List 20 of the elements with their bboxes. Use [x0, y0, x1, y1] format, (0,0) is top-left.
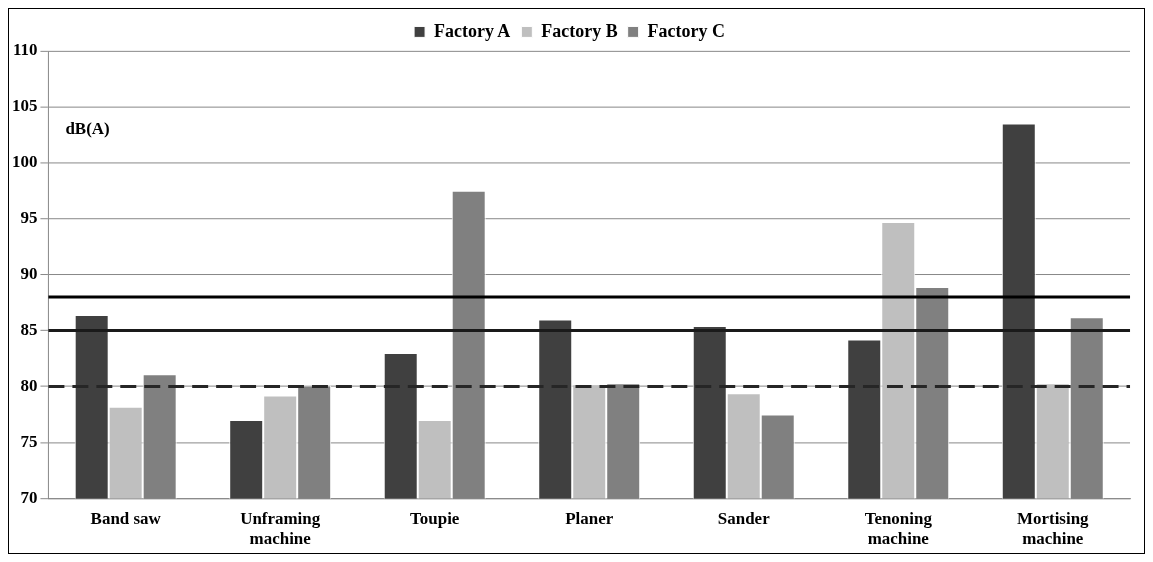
y-tick-label: 95 — [20, 208, 38, 228]
x-tick-label: Planer — [565, 508, 614, 528]
x-tick-label: Tenoning machine — [864, 508, 933, 549]
y-tick-label: 100 — [12, 152, 38, 172]
y-tick-label: 110 — [12, 40, 38, 60]
y-axis-title: dB(A) — [65, 118, 110, 138]
legend-label: Factory C — [647, 20, 725, 41]
legend-label: Factory B — [541, 20, 618, 41]
legend-label: Factory A — [434, 20, 511, 41]
x-tick-label: Unframing machine — [240, 508, 321, 549]
y-tick-label: 80 — [20, 375, 38, 395]
y-tick-label: 75 — [20, 431, 38, 451]
x-tick-label: Toupie — [410, 508, 460, 528]
x-tick-label: Sander — [717, 508, 771, 528]
y-tick-label: 105 — [12, 96, 38, 116]
x-tick-label: Band saw — [90, 508, 162, 528]
y-tick-label: 70 — [20, 487, 38, 507]
y-tick-label: 90 — [20, 264, 38, 283]
x-tick-label: Mortising machine — [1016, 508, 1090, 549]
y-tick-label: 85 — [20, 319, 38, 339]
